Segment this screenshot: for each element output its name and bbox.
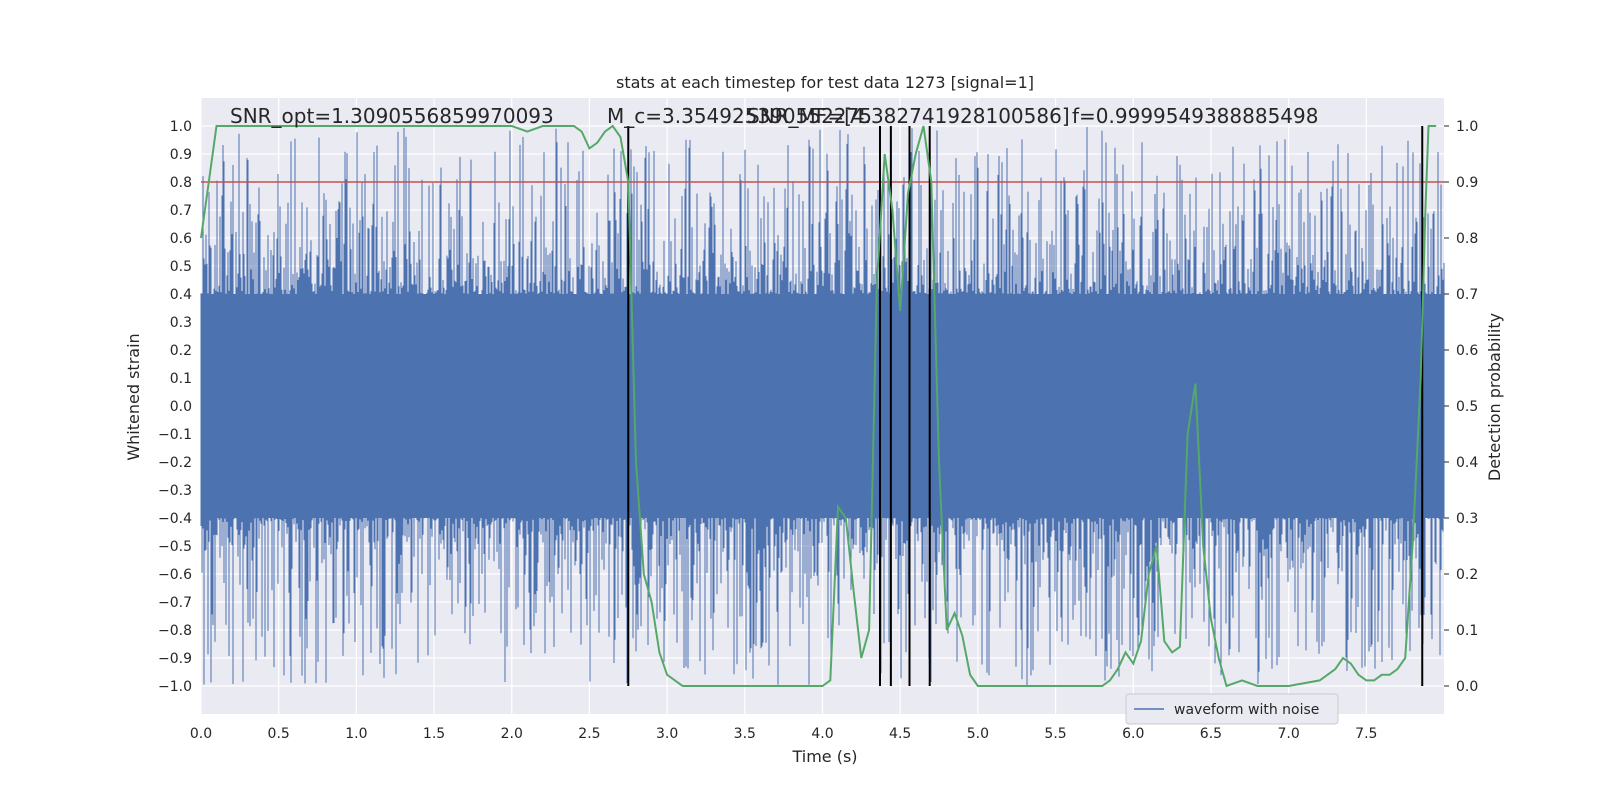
x-axis-label: Time (s) bbox=[791, 747, 857, 766]
y-tick-label: −0.2 bbox=[158, 455, 192, 471]
x-tick-label: 7.0 bbox=[1277, 726, 1299, 742]
y-tick-label: 0.5 bbox=[170, 259, 192, 275]
detection-probability-line bbox=[200, 124, 1437, 688]
y-tick-label: 0.3 bbox=[170, 315, 192, 331]
probability-series bbox=[200, 124, 1437, 688]
x-tick-label: 1.5 bbox=[423, 726, 445, 742]
y2-tick-label: 0.5 bbox=[1456, 399, 1478, 415]
y-tick-label: 0.1 bbox=[170, 371, 192, 387]
x-tick-label: 3.5 bbox=[734, 726, 756, 742]
y2-tick-label: 0.0 bbox=[1456, 679, 1478, 695]
y2-tick-labels: 1.0 0.9 0.8 0.7 0.6 0.5 0.4 0.3 0.2 0.1 0.0 bbox=[1444, 119, 1478, 695]
y-tick-label: −1.0 bbox=[158, 679, 192, 695]
waveform-series bbox=[200, 127, 1445, 686]
x-tick-label: 2.5 bbox=[578, 726, 600, 742]
legend-box bbox=[1125, 693, 1339, 725]
y2-tick-label: 0.9 bbox=[1456, 175, 1478, 191]
y-tick-label: 0.2 bbox=[170, 343, 192, 359]
y2-tick-label: 0.3 bbox=[1456, 511, 1478, 527]
y-tick-label: 0.4 bbox=[170, 287, 192, 303]
y2-axis-label: Detection probability bbox=[1485, 313, 1504, 481]
y-tick-label: 0.9 bbox=[170, 147, 192, 163]
y2-tick-label: 0.2 bbox=[1456, 567, 1478, 583]
y-tick-label: −0.8 bbox=[158, 623, 192, 639]
y-tick-label: 1.0 bbox=[170, 119, 192, 135]
annotation-snr-mf: SNR_MF=[4.382741928100586] bbox=[747, 104, 1070, 128]
y-tick-label: −0.6 bbox=[158, 567, 192, 583]
x-tick-label: 6.5 bbox=[1200, 726, 1222, 742]
annotation-mc: M_c=3.354925390552275 bbox=[607, 104, 872, 128]
annotation-f: f=0.9999549388885498 bbox=[1072, 104, 1318, 128]
y2-tick-label: 0.4 bbox=[1456, 455, 1478, 471]
y-tick-label: −0.9 bbox=[158, 651, 192, 667]
x-tick-label: 2.0 bbox=[501, 726, 523, 742]
y-tick-label: 0.0 bbox=[170, 399, 192, 415]
legend: waveform with noise bbox=[1125, 693, 1339, 725]
y-tick-label: −0.5 bbox=[158, 539, 192, 555]
x-tick-label: 0.5 bbox=[268, 726, 290, 742]
y-tick-label: −0.3 bbox=[158, 483, 192, 499]
legend-label: waveform with noise bbox=[1174, 702, 1319, 718]
y2-tick-label: 0.7 bbox=[1456, 287, 1478, 303]
x-tick-label: 0.0 bbox=[190, 726, 212, 742]
y-tick-label: 0.8 bbox=[170, 175, 192, 191]
y-axis-label: Whitened strain bbox=[124, 333, 143, 460]
y-tick-labels: 1.0 0.9 0.8 0.7 0.6 0.5 0.4 0.3 0.2 0.1 0.0 −0.1 −0.… bbox=[158, 119, 192, 695]
x-tick-labels: 0.0 0.5 1.0 1.5 2.0 2.5 3.0 3.5 4.0 4.5 5.0 5.5 6.0 6… bbox=[190, 726, 1378, 742]
y-tick-label: 0.7 bbox=[170, 203, 192, 219]
x-tick-label: 5.0 bbox=[967, 726, 989, 742]
y-tick-label: −0.7 bbox=[158, 595, 192, 611]
x-tick-label: 6.0 bbox=[1122, 726, 1144, 742]
y2-tick-label: 0.8 bbox=[1456, 231, 1478, 247]
x-tick-label: 5.5 bbox=[1044, 726, 1066, 742]
y-tick-label: −0.4 bbox=[158, 511, 192, 527]
x-tick-label: 7.5 bbox=[1355, 726, 1377, 742]
x-tick-label: 1.0 bbox=[345, 726, 367, 742]
y-tick-label: −0.1 bbox=[158, 427, 192, 443]
y-tick-label: 0.6 bbox=[170, 231, 192, 247]
waveform-with-noise-line bbox=[200, 127, 1445, 686]
y2-tick-label: 0.1 bbox=[1456, 623, 1478, 639]
x-tick-label: 4.0 bbox=[811, 726, 833, 742]
chart-title: stats at each timestep for test data 127… bbox=[616, 73, 1034, 92]
x-tick-label: 3.0 bbox=[656, 726, 678, 742]
y2-tick-label: 0.6 bbox=[1456, 343, 1478, 359]
x-tick-label: 4.5 bbox=[889, 726, 911, 742]
y2-tick-label: 1.0 bbox=[1456, 119, 1478, 135]
annotation-snr-opt: SNR_opt=1.3090556859970093 bbox=[230, 104, 554, 128]
